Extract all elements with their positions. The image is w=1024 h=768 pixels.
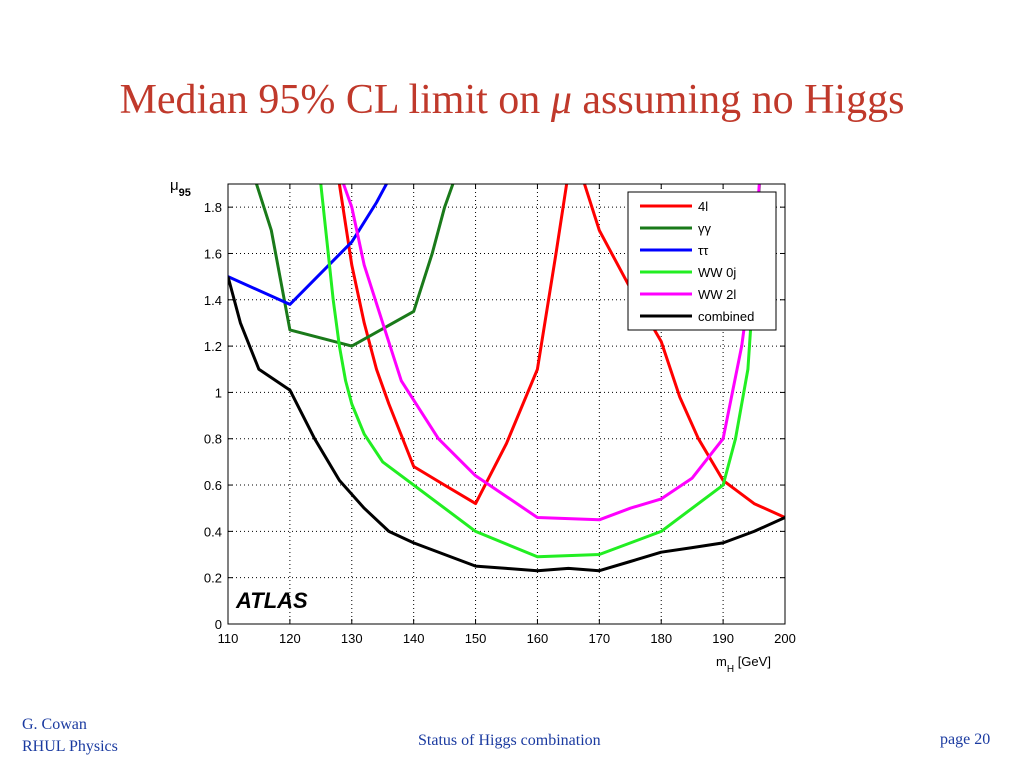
x-tick-label: 200: [774, 631, 796, 646]
series-line-combined: [228, 276, 785, 573]
y-tick-label: 0.6: [204, 478, 222, 493]
y-axis-label-sub: 95: [179, 187, 191, 199]
y-tick-label: 0: [215, 617, 222, 632]
legend-label: 4l: [698, 199, 708, 214]
footer-author-block: G. Cowan RHUL Physics: [22, 714, 118, 758]
plot-frame: [227, 183, 786, 625]
series-line-ττ: [228, 184, 389, 306]
x-tick-label: 160: [527, 631, 549, 646]
y-tick-label: 0.8: [204, 432, 222, 447]
y-tick-label: 1.4: [204, 293, 222, 308]
title-suffix: assuming no Higgs: [571, 77, 905, 123]
footer-page-number: page 20: [940, 731, 991, 748]
atlas-label: ATLAS: [235, 588, 308, 613]
x-tick-label: 180: [650, 631, 672, 646]
x-axis-label-main: m: [716, 654, 727, 669]
y-tick-label: 0.2: [204, 571, 222, 586]
x-tick-label: 140: [403, 631, 425, 646]
series-group: [228, 184, 785, 573]
x-tick-label: 110: [218, 631, 239, 646]
footer-talk-title: Status of Higgs combination: [418, 732, 601, 749]
footer-affiliation: RHUL Physics: [22, 738, 118, 755]
series-line-4l: [337, 184, 785, 519]
title-prefix: Median 95% CL limit on: [119, 77, 551, 123]
x-axis-label: mH [GeV]: [716, 654, 771, 675]
x-tick-label: 130: [341, 631, 363, 646]
y-axis-label: μ95: [170, 177, 191, 199]
footer-author: G. Cowan: [22, 716, 87, 733]
x-axis-label-sub: H: [727, 664, 734, 675]
slide-title: Median 95% CL limit on μ assuming no Hig…: [0, 76, 1024, 124]
legend-label: γγ: [698, 221, 712, 236]
y-axis-label-main: μ: [170, 177, 179, 194]
x-tick-label: 190: [712, 631, 734, 646]
series-line-γγ: [254, 184, 455, 348]
series-line-ww-2l: [341, 184, 761, 522]
y-tick-label: 1.8: [204, 200, 222, 215]
y-tick-label: 1.6: [204, 246, 222, 261]
x-tick-label: 170: [588, 631, 610, 646]
y-tick-label: 1.2: [204, 339, 222, 354]
x-axis-label-unit: [GeV]: [734, 654, 771, 669]
y-tick-label: 0.4: [204, 524, 222, 539]
legend-label: ττ: [698, 243, 709, 258]
x-tick-label: 120: [279, 631, 301, 646]
legend-label: WW 0j: [698, 265, 736, 280]
legend-label: WW 2l: [698, 287, 736, 302]
legend-label: combined: [698, 309, 754, 324]
series-line-ww-0j: [319, 184, 762, 559]
legend-box: [627, 191, 777, 331]
y-tick-label: 1: [215, 385, 222, 400]
x-tick-label: 150: [465, 631, 487, 646]
title-mu: μ: [550, 77, 572, 123]
